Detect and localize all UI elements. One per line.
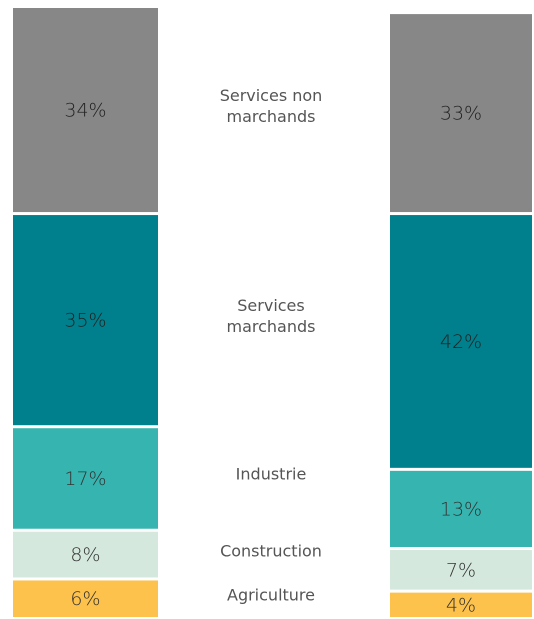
bar-segment bbox=[390, 14, 532, 213]
value-label: 17% bbox=[64, 468, 106, 490]
value-label: 42% bbox=[440, 331, 482, 353]
series-label: Industrie bbox=[235, 464, 307, 484]
bar-segment bbox=[13, 215, 158, 426]
bar-segment bbox=[13, 531, 158, 578]
series-label: Construction bbox=[220, 541, 322, 561]
series-label: Agriculture bbox=[227, 585, 315, 605]
bar-segment bbox=[390, 215, 532, 468]
value-label: 7% bbox=[446, 559, 476, 581]
bar-segment bbox=[390, 592, 532, 617]
bar-segment bbox=[390, 470, 532, 548]
bar-segment bbox=[13, 580, 158, 617]
series-label: Services non marchands bbox=[219, 86, 323, 127]
value-label: 6% bbox=[70, 588, 100, 610]
series-label: Services marchands bbox=[226, 296, 316, 337]
value-label: 13% bbox=[440, 498, 482, 520]
bar-segment bbox=[13, 8, 158, 213]
value-label: 34% bbox=[64, 100, 106, 122]
value-label: 35% bbox=[64, 310, 106, 332]
value-label: 4% bbox=[446, 594, 476, 616]
value-label: 33% bbox=[440, 103, 482, 125]
bar-segment bbox=[13, 428, 158, 529]
value-label: 8% bbox=[70, 544, 100, 566]
bar-segment bbox=[390, 550, 532, 590]
